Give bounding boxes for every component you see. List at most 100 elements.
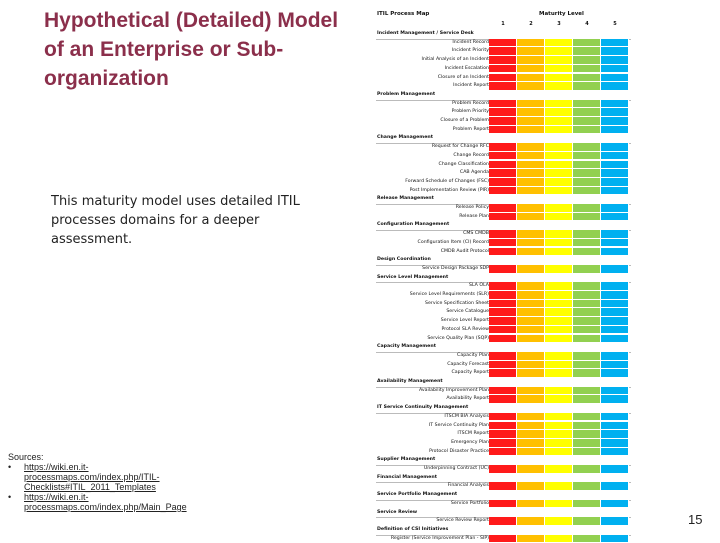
maturity-cell-level-1 <box>489 499 517 509</box>
maturity-cell-level-1 <box>489 299 517 309</box>
maturity-cell-level-4 <box>573 212 601 222</box>
maturity-cell-level-4 <box>573 282 601 291</box>
maturity-cell-level-4 <box>573 334 601 344</box>
maturity-cell-level-2 <box>517 204 545 213</box>
sources-block: Sources: • https://wiki.en.it-processmaps… <box>8 452 223 512</box>
maturity-cell-level-2 <box>517 386 545 396</box>
maturity-cell-level-3 <box>545 169 573 178</box>
slide-title: Hypothetical (Detailed) Model of an Ente… <box>44 9 339 90</box>
grid-row: Request for Change RFC <box>376 143 631 152</box>
maturity-cell-level-3 <box>545 108 573 117</box>
itil-maturity-grid: ITIL Process Map Maturity Level 1 2 3 4 … <box>376 8 631 543</box>
level-header: 2 <box>529 21 533 27</box>
maturity-cell-level-5 <box>601 317 629 326</box>
maturity-cell-level-4 <box>573 108 601 117</box>
row-label: Incident Report <box>453 83 489 89</box>
sources-label: Sources: <box>8 452 44 462</box>
maturity-cell-level-4 <box>573 177 601 187</box>
section-label: Capacity Management <box>377 344 436 350</box>
maturity-cell-level-4 <box>573 534 601 543</box>
maturity-cell-level-2 <box>517 308 545 318</box>
grid-row: Incident Priority <box>376 47 631 57</box>
maturity-cell-level-2 <box>517 177 545 187</box>
maturity-cell-level-1 <box>489 160 517 170</box>
maturity-cell-level-5 <box>601 186 629 196</box>
maturity-cell-level-1 <box>489 291 517 300</box>
maturity-cell-level-5 <box>601 264 629 274</box>
maturity-cell-level-3 <box>545 125 573 135</box>
maturity-cell-level-1 <box>489 73 517 83</box>
grid-row: Service Level Requirements (SLR) <box>376 291 631 300</box>
grid-row: Forward Schedule of Changes (FSC) <box>376 177 631 187</box>
grid-row: Protocol SLA Review <box>376 325 631 335</box>
row-label: Capacity Report <box>451 370 489 376</box>
maturity-cell-level-3 <box>545 395 573 405</box>
maturity-cell-level-5 <box>601 334 629 344</box>
row-label: Incident Escalation <box>444 65 489 71</box>
maturity-cell-level-5 <box>601 517 629 526</box>
row-label: Availability Report <box>446 396 489 402</box>
maturity-cell-level-4 <box>573 169 601 178</box>
maturity-cell-level-2 <box>517 534 545 543</box>
row-label: CMDB Audit Protocol <box>440 248 489 254</box>
section-label: Service Review <box>377 509 418 515</box>
maturity-cell-level-3 <box>545 151 573 161</box>
maturity-cell-level-3 <box>545 291 573 300</box>
maturity-cell-level-5 <box>601 160 629 170</box>
page-number: 15 <box>688 512 703 527</box>
maturity-cell-level-3 <box>545 143 573 152</box>
maturity-cell-level-1 <box>489 334 517 344</box>
maturity-cell-level-1 <box>489 264 517 274</box>
maturity-cell-level-4 <box>573 421 601 431</box>
section-label: Definition of CSI Initiatives <box>377 526 449 532</box>
maturity-cell-level-4 <box>573 38 601 48</box>
maturity-cell-level-3 <box>545 212 573 222</box>
source-link[interactable]: https://wiki.en.it-processmaps.com/index… <box>24 462 160 492</box>
maturity-cell-level-3 <box>545 351 573 361</box>
maturity-cell-level-2 <box>517 465 545 474</box>
maturity-cell-level-5 <box>601 325 629 335</box>
maturity-level-title: Maturity Level <box>539 11 584 17</box>
maturity-cell-level-4 <box>573 369 601 378</box>
maturity-cell-level-2 <box>517 317 545 326</box>
row-label: Closure of an Incident <box>437 74 489 80</box>
maturity-cell-level-3 <box>545 499 573 509</box>
maturity-cell-level-5 <box>601 143 629 152</box>
maturity-cell-level-1 <box>489 430 517 439</box>
row-label: Incident Record <box>452 39 489 45</box>
maturity-cell-level-3 <box>545 465 573 474</box>
grid-row: Register (Service Improvement Plan - SIP… <box>376 534 631 543</box>
row-label: Financial Analysis <box>447 483 489 489</box>
maturity-cell-level-2 <box>517 247 545 257</box>
grid-row: Emergency Plan <box>376 438 631 448</box>
maturity-cell-level-1 <box>489 177 517 187</box>
source-link[interactable]: https://wiki.en.it-processmaps.com/index… <box>24 492 187 512</box>
maturity-cell-level-3 <box>545 517 573 526</box>
maturity-cell-level-5 <box>601 482 629 492</box>
maturity-cell-level-5 <box>601 108 629 117</box>
maturity-cell-level-2 <box>517 64 545 74</box>
grid-row: Service Design Package SDP <box>376 264 631 274</box>
grid-row: Availability Improvement Plan <box>376 386 631 396</box>
grid-row: Capacity Forecast <box>376 360 631 370</box>
maturity-cell-level-1 <box>489 317 517 326</box>
maturity-cell-level-2 <box>517 291 545 300</box>
maturity-cell-level-5 <box>601 438 629 448</box>
level-header: 3 <box>557 21 561 27</box>
row-label: Underpinning Contract (UC) <box>423 466 489 471</box>
row-label: Release Plan <box>459 213 489 219</box>
section-label: Availability Management <box>377 379 443 384</box>
maturity-cell-level-1 <box>489 465 517 474</box>
maturity-cell-level-3 <box>545 264 573 274</box>
grid-row: IT Service Continuity Plan <box>376 421 631 431</box>
maturity-cell-level-2 <box>517 499 545 509</box>
maturity-cell-level-1 <box>489 308 517 318</box>
maturity-cell-level-1 <box>489 325 517 335</box>
grid-row: Incident Escalation <box>376 64 631 74</box>
row-label: Service Quality Plan (SQP) <box>427 335 489 341</box>
maturity-cell-level-5 <box>601 38 629 48</box>
row-label: Service Catalogue <box>446 309 489 315</box>
maturity-cell-level-1 <box>489 421 517 431</box>
maturity-cell-level-3 <box>545 360 573 370</box>
grid-row: Service Catalogue <box>376 308 631 318</box>
